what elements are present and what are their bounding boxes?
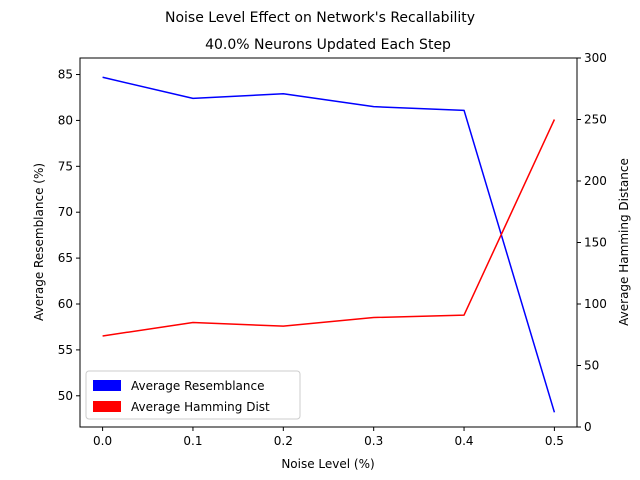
left-y-tick-label: 55 xyxy=(58,343,73,357)
left-y-axis-ticks: 50 55 60 65 70 75 80 85 xyxy=(58,68,80,403)
left-y-tick-label: 70 xyxy=(58,205,73,219)
x-tick-label: 0.3 xyxy=(364,434,383,448)
left-y-tick-label: 80 xyxy=(58,113,73,127)
legend-label-hamming: Average Hamming Dist xyxy=(131,400,270,414)
x-axis-label: Noise Level (%) xyxy=(281,457,374,471)
right-y-tick-label: 0 xyxy=(584,420,592,434)
right-y-axis-ticks: 0 50 100 150 200 250 300 xyxy=(577,51,607,434)
right-y-tick-label: 300 xyxy=(584,51,607,65)
series-layer xyxy=(102,76,556,413)
right-y-tick-label: 200 xyxy=(584,174,607,188)
x-tick-label: 0.2 xyxy=(274,434,293,448)
legend-swatch-hamming xyxy=(93,401,121,412)
series-line-resemblance xyxy=(102,76,556,413)
right-y-axis-label: Average Hamming Distance xyxy=(617,158,631,326)
left-y-axis-label: Average Resemblance (%) xyxy=(32,163,46,321)
right-y-tick-label: 150 xyxy=(584,236,607,250)
x-tick-label: 0.0 xyxy=(93,434,112,448)
legend-box xyxy=(85,370,301,420)
chart-title: 40.0% Neurons Updated Each Step xyxy=(205,37,451,53)
x-tick-label: 0.4 xyxy=(454,434,473,448)
right-y-tick-label: 250 xyxy=(584,113,607,127)
chart-suptitle: Noise Level Effect on Network's Recallab… xyxy=(165,10,475,26)
left-y-tick-label: 85 xyxy=(58,68,73,82)
legend: Average Resemblance Average Hamming Dist xyxy=(85,370,301,420)
legend-label-resemblance: Average Resemblance xyxy=(131,379,265,393)
left-y-tick-label: 60 xyxy=(58,297,73,311)
x-axis-ticks: 0.0 0.1 0.2 0.3 0.4 0.5 xyxy=(93,427,564,448)
x-tick-label: 0.5 xyxy=(545,434,564,448)
x-tick-label: 0.1 xyxy=(183,434,202,448)
right-y-tick-label: 100 xyxy=(584,297,607,311)
series-line-hamming xyxy=(102,119,556,337)
plot-frame xyxy=(79,57,578,428)
left-y-tick-label: 75 xyxy=(58,159,73,173)
legend-swatch-resemblance xyxy=(93,380,121,391)
left-y-tick-label: 50 xyxy=(58,389,73,403)
right-y-tick-label: 50 xyxy=(584,359,599,373)
left-y-tick-label: 65 xyxy=(58,251,73,265)
